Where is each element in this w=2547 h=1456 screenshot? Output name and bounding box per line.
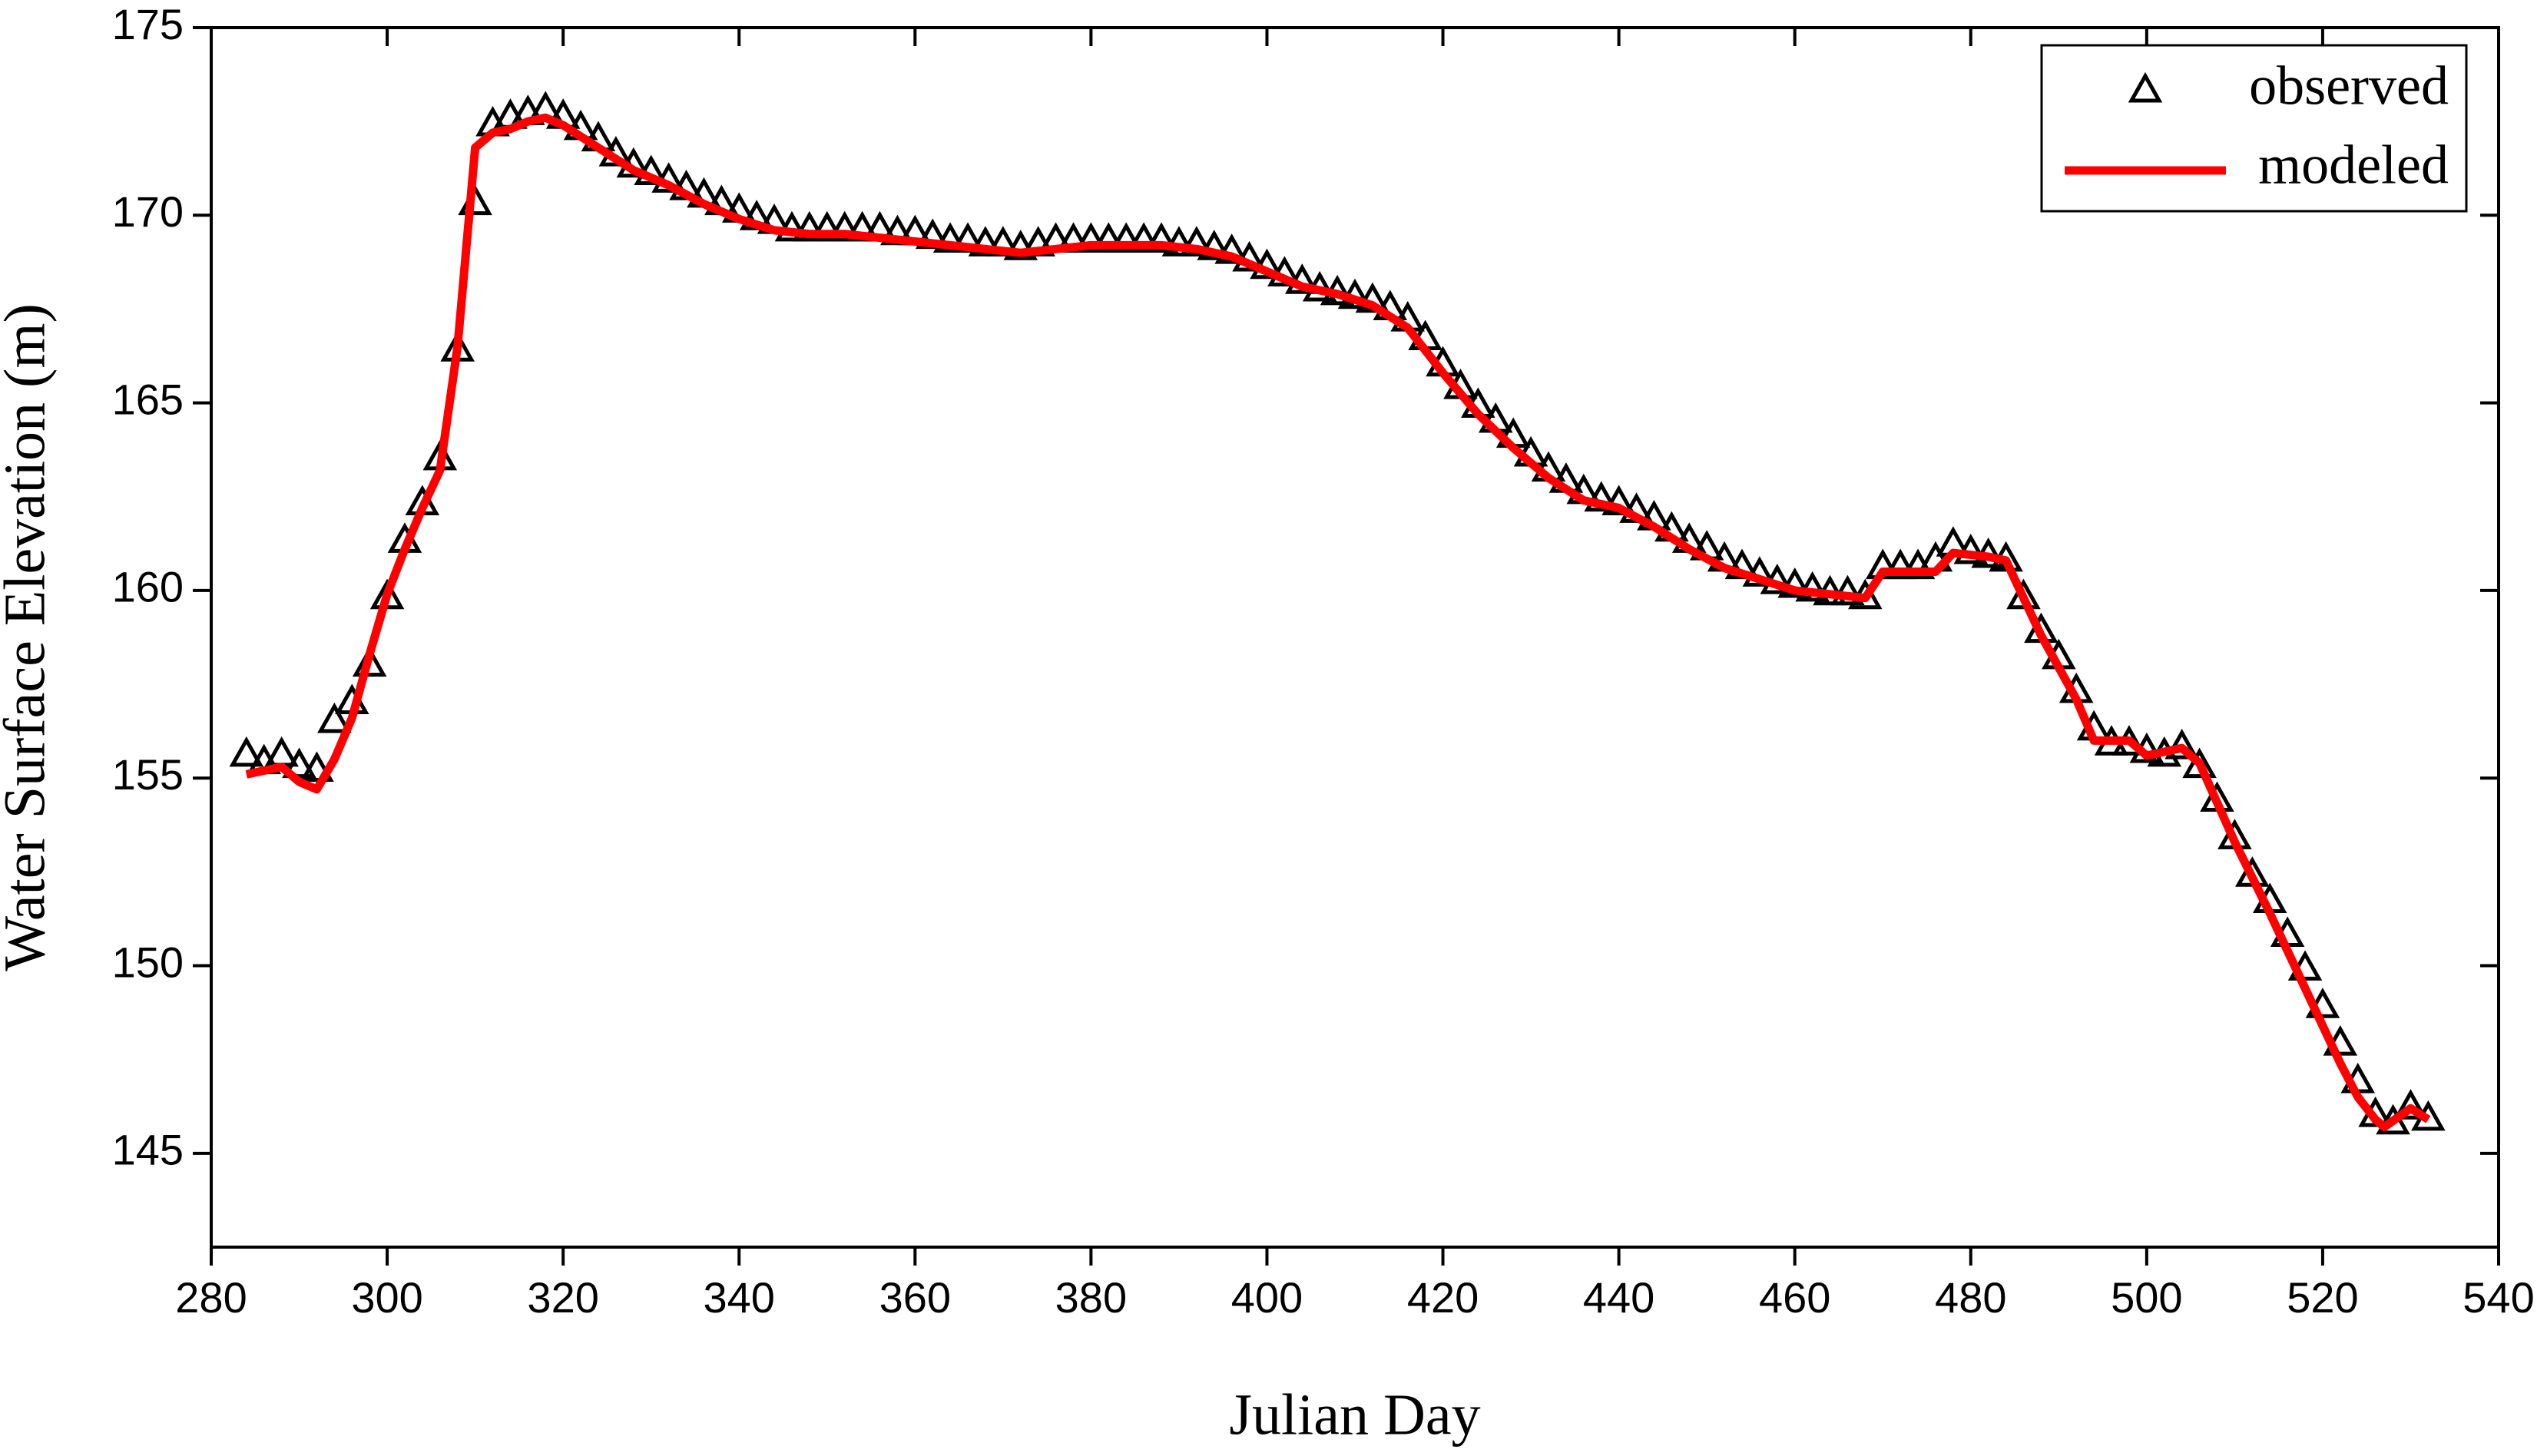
x-tick-label: 380 <box>1055 1273 1127 1322</box>
observed-marker <box>1126 222 1161 253</box>
observed-marker <box>1742 556 1777 587</box>
observed-marker <box>317 702 352 733</box>
observed-marker <box>1197 230 1232 260</box>
observed-marker <box>2182 747 2217 779</box>
y-tick-label: 175 <box>112 0 184 48</box>
y-axis-title: Water Surface Elevation (m) <box>0 303 57 971</box>
x-tick-label: 420 <box>1407 1273 1479 1322</box>
x-tick-label: 400 <box>1231 1273 1303 1322</box>
legend-symbol <box>2128 71 2163 103</box>
y-tick-label: 160 <box>112 563 184 611</box>
x-tick-label: 360 <box>879 1273 951 1322</box>
observed-marker <box>1179 226 1214 256</box>
observed-marker <box>1108 222 1144 253</box>
x-tick-label: 480 <box>1935 1273 2006 1322</box>
y-tick-label: 170 <box>112 187 184 236</box>
legend-box <box>2040 44 2468 213</box>
x-tick-label: 320 <box>527 1273 598 1322</box>
observed-marker <box>1777 567 1812 598</box>
y-tick-label: 150 <box>112 938 184 986</box>
y-tick-label: 165 <box>112 375 184 423</box>
observed-marker <box>1883 548 1918 580</box>
observed-marker <box>810 210 845 242</box>
x-tick-label: 540 <box>2463 1273 2534 1322</box>
observed-marker <box>1091 222 1126 253</box>
observed-marker <box>1355 282 1390 313</box>
observed-marker <box>300 751 334 782</box>
plot-frame <box>210 26 2500 1249</box>
legend-label: observed <box>2249 55 2449 117</box>
x-tick-label: 520 <box>2287 1273 2358 1322</box>
observed-marker <box>352 646 387 677</box>
observed-marker <box>2393 1089 2428 1120</box>
observed-marker <box>932 222 968 253</box>
observed-marker <box>968 226 1003 256</box>
observed-marker <box>827 210 862 242</box>
observed-marker <box>282 747 316 779</box>
observed-marker <box>2164 729 2199 759</box>
x-tick-label: 280 <box>175 1273 247 1322</box>
observed-marker <box>229 736 264 767</box>
y-tick-label: 155 <box>112 750 184 799</box>
x-axis-title: Julian Day <box>1229 1382 1480 1447</box>
legend-label: modeled <box>2258 134 2449 196</box>
x-tick-label: 440 <box>1583 1273 1654 1322</box>
modeled-line <box>245 113 2431 1132</box>
y-tick-label: 145 <box>112 1126 184 1174</box>
x-tick-label: 500 <box>2111 1273 2182 1322</box>
observed-marker <box>1144 222 1179 253</box>
observed-marker <box>1074 222 1108 253</box>
x-tick-label: 340 <box>704 1273 775 1322</box>
observed-marker <box>1601 485 1636 516</box>
observed-marker <box>1214 233 1249 264</box>
observed-marker <box>792 210 827 242</box>
observed-marker <box>1584 481 1618 512</box>
x-tick-label: 460 <box>1759 1273 1830 1322</box>
x-tick-label: 300 <box>351 1273 422 1322</box>
